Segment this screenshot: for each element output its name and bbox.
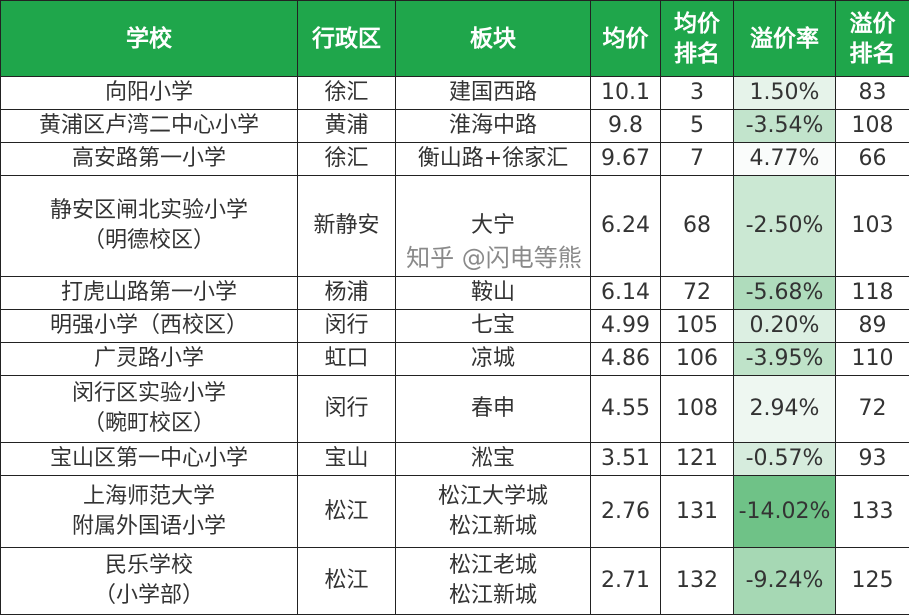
cell-school: 明强小学（西校区） — [0, 309, 298, 343]
cell-premium: 2.94% — [733, 375, 836, 443]
header-row: 学校 行政区 板块 均价 均价 排名 溢价率 溢价 排名 — [0, 0, 909, 77]
cell-price: 6.14 — [590, 276, 661, 310]
header-school: 学校 — [0, 0, 298, 77]
cell-premium: -3.54% — [733, 109, 836, 143]
cell-price-rank: 108 — [660, 375, 734, 443]
cell-price: 9.8 — [590, 109, 661, 143]
header-district: 行政区 — [297, 0, 396, 77]
table-row: 上海师范大学 附属外国语小学 松江 松江大学城 松江新城 2.76 131 -14.02%… — [0, 475, 909, 548]
cell-price: 4.99 — [590, 309, 661, 343]
cell-area: 鞍山 — [395, 276, 591, 310]
table-row: 宝山区第一中心小学 宝山 淞宝 3.51 121 -0.57% 93 — [0, 442, 909, 476]
cell-price-rank: 105 — [660, 309, 734, 343]
table-row: 闵行区实验小学 （畹町校区） 闵行 春申 4.55 108 2.94% 72 — [0, 375, 909, 443]
table-row: 向阳小学 徐汇 建国西路 10.1 3 1.50% 83 — [0, 76, 909, 110]
table-row: 广灵路小学 虹口 凉城 4.86 106 -3.95% 110 — [0, 342, 909, 376]
cell-district: 闵行 — [297, 375, 396, 443]
cell-school: 向阳小学 — [0, 76, 298, 110]
cell-premium-rank: 93 — [835, 442, 909, 476]
cell-premium-rank: 125 — [835, 547, 909, 615]
cell-premium: -14.02% — [733, 475, 836, 548]
cell-price: 10.1 — [590, 76, 661, 110]
cell-price-rank: 131 — [660, 475, 734, 548]
cell-area: 春申 — [395, 375, 591, 443]
cell-premium: 0.20% — [733, 309, 836, 343]
cell-school: 静安区闸北实验小学 （明德校区） — [0, 175, 298, 277]
cell-area: 衡山路+徐家汇 — [395, 142, 591, 176]
cell-price: 3.51 — [590, 442, 661, 476]
header-area: 板块 — [395, 0, 591, 77]
cell-price: 4.55 — [590, 375, 661, 443]
cell-price-rank: 3 — [660, 76, 734, 110]
cell-area: 淮海中路 — [395, 109, 591, 143]
cell-school: 宝山区第一中心小学 — [0, 442, 298, 476]
cell-premium-rank: 83 — [835, 76, 909, 110]
header-price: 均价 — [590, 0, 661, 77]
table-row: 明强小学（西校区） 闵行 七宝 4.99 105 0.20% 89 — [0, 309, 909, 343]
cell-area: 凉城 — [395, 342, 591, 376]
cell-district: 松江 — [297, 547, 396, 615]
cell-price-rank: 5 — [660, 109, 734, 143]
cell-price: 9.67 — [590, 142, 661, 176]
table-row: 静安区闸北实验小学 （明德校区） 新静安 大宁 6.24 68 -2.50% 103 — [0, 175, 909, 277]
cell-price-rank: 132 — [660, 547, 734, 615]
cell-area: 松江老城 松江新城 — [395, 547, 591, 615]
cell-premium-rank: 89 — [835, 309, 909, 343]
cell-price-rank: 121 — [660, 442, 734, 476]
cell-district: 杨浦 — [297, 276, 396, 310]
cell-premium-rank: 110 — [835, 342, 909, 376]
header-price-rank: 均价 排名 — [660, 0, 734, 77]
cell-price: 2.76 — [590, 475, 661, 548]
cell-area: 大宁 — [395, 175, 591, 277]
cell-area: 七宝 — [395, 309, 591, 343]
watermark: 知乎 @闪电等熊 — [406, 244, 582, 272]
cell-price-rank: 7 — [660, 142, 734, 176]
cell-premium: 1.50% — [733, 76, 836, 110]
cell-price: 4.86 — [590, 342, 661, 376]
header-premium-rank: 溢价 排名 — [835, 0, 909, 77]
cell-premium: 4.77% — [733, 142, 836, 176]
cell-area: 淞宝 — [395, 442, 591, 476]
cell-premium: -5.68% — [733, 276, 836, 310]
cell-premium: -3.95% — [733, 342, 836, 376]
cell-premium-rank: 133 — [835, 475, 909, 548]
cell-premium: -0.57% — [733, 442, 836, 476]
table-row: 民乐学校 （小学部） 松江 松江老城 松江新城 2.71 132 -9.24% 125 — [0, 547, 909, 615]
cell-school: 上海师范大学 附属外国语小学 — [0, 475, 298, 548]
cell-school: 高安路第一小学 — [0, 142, 298, 176]
cell-area: 松江大学城 松江新城 — [395, 475, 591, 548]
table-row: 打虎山路第一小学 杨浦 鞍山 6.14 72 -5.68% 118 — [0, 276, 909, 310]
cell-premium-rank: 118 — [835, 276, 909, 310]
cell-price: 2.71 — [590, 547, 661, 615]
cell-district: 徐汇 — [297, 76, 396, 110]
table-row: 高安路第一小学 徐汇 衡山路+徐家汇 9.67 7 4.77% 66 — [0, 142, 909, 176]
cell-premium-rank: 66 — [835, 142, 909, 176]
cell-district: 闵行 — [297, 309, 396, 343]
cell-school: 民乐学校 （小学部） — [0, 547, 298, 615]
cell-price-rank: 72 — [660, 276, 734, 310]
cell-school: 广灵路小学 — [0, 342, 298, 376]
cell-premium-rank: 72 — [835, 375, 909, 443]
cell-district: 虹口 — [297, 342, 396, 376]
cell-premium: -2.50% — [733, 175, 836, 277]
cell-price: 6.24 — [590, 175, 661, 277]
cell-district: 徐汇 — [297, 142, 396, 176]
cell-premium-rank: 108 — [835, 109, 909, 143]
cell-district: 新静安 — [297, 175, 396, 277]
cell-district: 黄浦 — [297, 109, 396, 143]
cell-price-rank: 106 — [660, 342, 734, 376]
header-premium: 溢价率 — [733, 0, 836, 77]
cell-school: 黄浦区卢湾二中心小学 — [0, 109, 298, 143]
cell-school: 打虎山路第一小学 — [0, 276, 298, 310]
table-row: 黄浦区卢湾二中心小学 黄浦 淮海中路 9.8 5 -3.54% 108 — [0, 109, 909, 143]
cell-premium: -9.24% — [733, 547, 836, 615]
cell-district: 宝山 — [297, 442, 396, 476]
cell-area: 建国西路 — [395, 76, 591, 110]
cell-premium-rank: 103 — [835, 175, 909, 277]
cell-school: 闵行区实验小学 （畹町校区） — [0, 375, 298, 443]
cell-district: 松江 — [297, 475, 396, 548]
cell-price-rank: 68 — [660, 175, 734, 277]
